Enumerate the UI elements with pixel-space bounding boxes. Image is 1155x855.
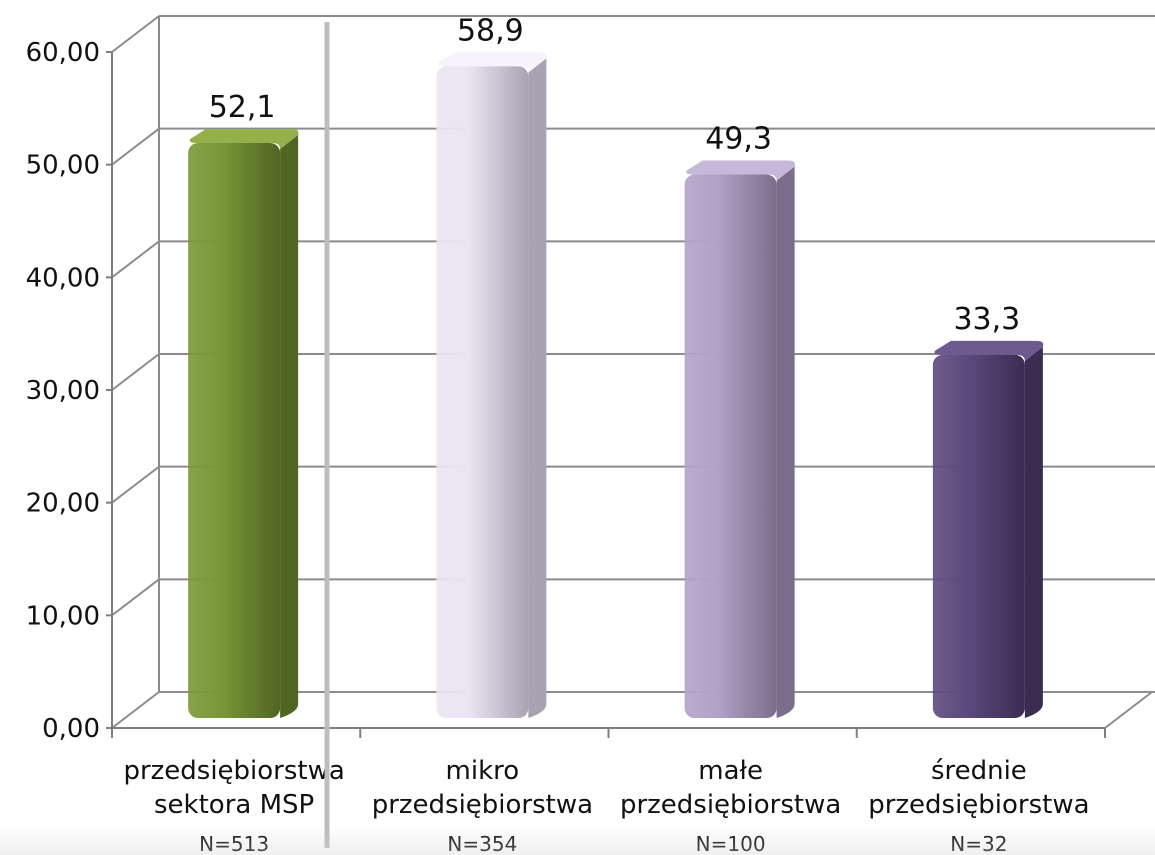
- sample-size-label: N=100: [696, 832, 766, 855]
- gridline-depth: [111, 240, 160, 279]
- data-label: 49,3: [705, 122, 772, 157]
- y-tick-label: 60,00: [26, 38, 100, 68]
- bar-group: [684, 160, 796, 718]
- data-label: 33,3: [953, 302, 1020, 337]
- data-label: 52,1: [209, 90, 276, 125]
- bar: [436, 66, 529, 719]
- y-tick-label: 0,00: [42, 714, 100, 744]
- bar-side: [776, 166, 795, 718]
- sample-size-label: N=32: [950, 832, 1007, 855]
- bar-top: [437, 52, 547, 73]
- bar-side: [1024, 346, 1043, 718]
- sample-size-label: N=354: [447, 832, 517, 855]
- x-tick-label: przedsiębiorstwa: [372, 790, 593, 820]
- bar-side: [280, 135, 299, 719]
- gridline-depth: [111, 465, 160, 504]
- bar-group: [932, 340, 1044, 718]
- bar-group: [436, 52, 547, 719]
- x-tick-label: mikro: [446, 756, 520, 786]
- gridline-depth: [111, 127, 160, 166]
- bar: [932, 354, 1025, 718]
- bar-top: [686, 160, 796, 181]
- x-tick-label: sektora MSP: [154, 790, 314, 820]
- x-tick-label: przedsiębiorstwa: [123, 756, 344, 786]
- y-tick-label: 50,00: [26, 151, 100, 181]
- y-tick-label: 20,00: [26, 489, 100, 519]
- data-label: 58,9: [457, 13, 524, 48]
- x-tick-label: przedsiębiorstwa: [620, 790, 841, 820]
- y-tick-label: 30,00: [26, 376, 100, 406]
- y-tick-label: 40,00: [26, 263, 100, 293]
- bar-side: [528, 58, 547, 719]
- gridline-depth: [111, 691, 160, 729]
- y-tick-label: 10,00: [26, 601, 100, 631]
- bar: [188, 143, 281, 719]
- bar-top: [189, 129, 299, 150]
- gridline-depth: [111, 15, 160, 53]
- x-tick-label: średnie: [931, 756, 1027, 786]
- gridline-depth: [111, 578, 160, 617]
- floor-edge: [1104, 691, 1153, 729]
- sample-size-label: N=513: [199, 832, 269, 855]
- x-tick-label: małe: [698, 756, 763, 786]
- x-tick-label: przedsiębiorstwa: [868, 790, 1089, 820]
- bar-group: [188, 129, 299, 719]
- bar-top: [934, 340, 1044, 361]
- gridline-depth: [111, 353, 160, 391]
- bar: [684, 174, 777, 718]
